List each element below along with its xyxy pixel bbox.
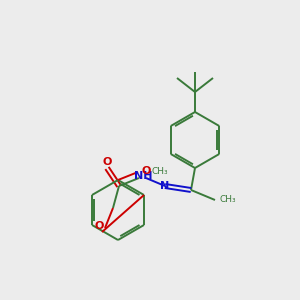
- Text: O: O: [142, 166, 152, 176]
- Text: CH₃: CH₃: [152, 167, 169, 176]
- Text: O: O: [94, 221, 104, 231]
- Text: NH: NH: [134, 171, 152, 181]
- Text: N: N: [160, 181, 169, 191]
- Text: O: O: [102, 157, 112, 167]
- Text: CH₃: CH₃: [219, 196, 236, 205]
